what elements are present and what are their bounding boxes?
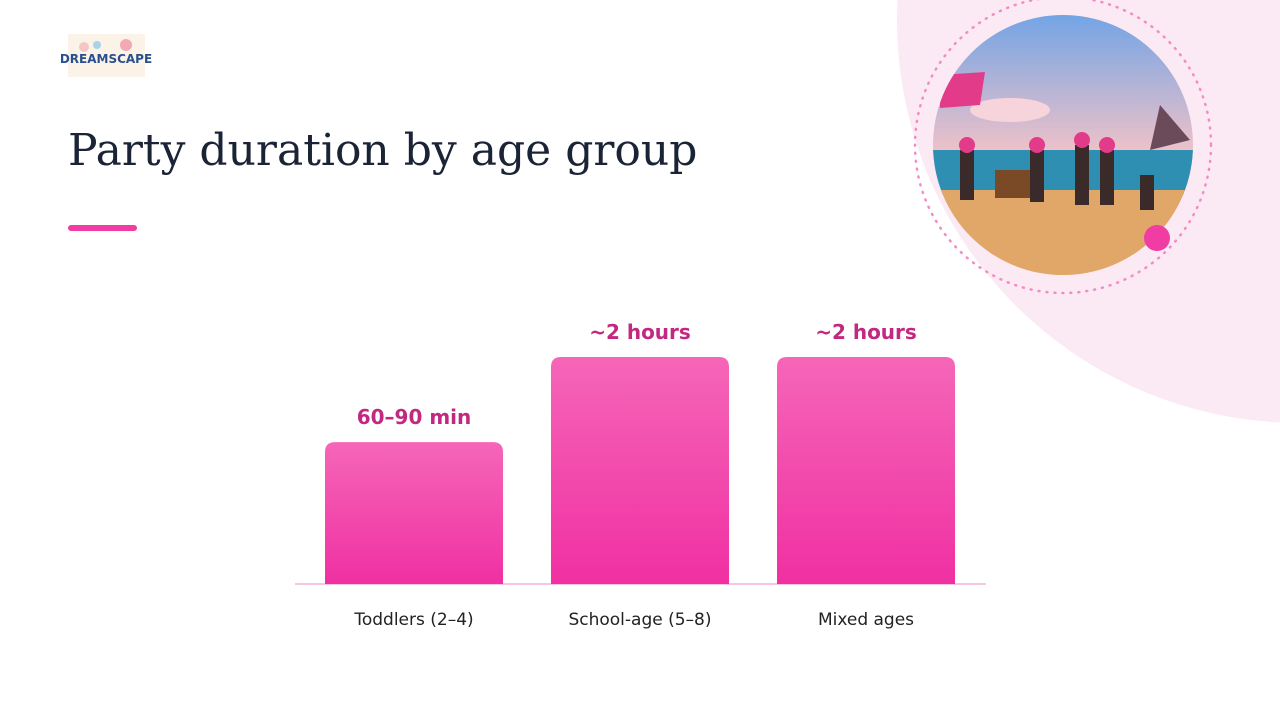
dotted-ring [913,0,1213,295]
bar [325,442,503,584]
value-label: ~2 hours [589,320,691,344]
value-label: 60–90 min [357,405,472,429]
x-tick-label: Toddlers (2–4) [353,610,473,630]
bar [551,357,729,584]
x-tick-label: School-age (5–8) [568,610,711,630]
logo-text: DREAMSCAPE [60,52,152,66]
accent-dot [1144,225,1170,251]
logo: DREAMSCAPE [60,34,152,77]
x-tick-label: Mixed ages [818,610,914,630]
bar [777,357,955,584]
title-underline [68,225,137,231]
chart-title: Party duration by age group [68,125,697,176]
value-label: ~2 hours [815,320,917,344]
